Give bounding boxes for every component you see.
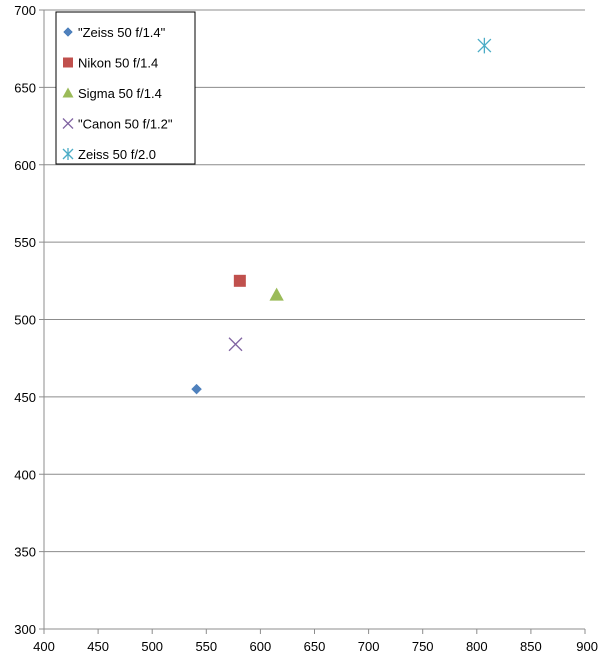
y-tick-label: 300	[14, 622, 36, 637]
legend-marker-diamond	[63, 27, 73, 37]
x-tick-label: 850	[520, 639, 542, 654]
y-tick-label: 550	[14, 235, 36, 250]
x-tick-label: 900	[576, 639, 598, 654]
legend-label: Zeiss 50 f/2.0	[78, 147, 156, 162]
y-tick-label: 400	[14, 467, 36, 482]
data-points	[191, 37, 492, 395]
x-tick-label: 800	[466, 639, 488, 654]
legend-marker-asterisk	[62, 148, 74, 160]
legend-label: "Canon 50 f/1.2"	[78, 117, 173, 132]
legend-label: Sigma 50 f/1.4	[78, 86, 162, 101]
data-point-asterisk	[477, 37, 492, 54]
x-tick-label: 700	[358, 639, 380, 654]
x-tick-label: 400	[33, 639, 55, 654]
legend: "Zeiss 50 f/1.4" Nikon 50 f/1.4 Sigma 50 f…	[55, 11, 196, 165]
data-point-square	[233, 274, 246, 287]
y-tick-label: 350	[14, 545, 36, 560]
x-tick-label: 650	[304, 639, 326, 654]
data-point-x	[228, 337, 243, 352]
x-tick-label: 500	[141, 639, 163, 654]
x-tick-label: 550	[195, 639, 217, 654]
axes	[39, 9, 586, 634]
y-tick-label: 450	[14, 390, 36, 405]
tick-labels: 300 350 400 450 500 550 600 650 700 400 450 500 550 6…	[14, 3, 598, 654]
x-tick-label: 750	[412, 639, 434, 654]
data-point-diamond	[191, 383, 202, 395]
x-tick-label: 450	[87, 639, 109, 654]
legend-label: Nikon 50 f/1.4	[78, 56, 158, 71]
legend-label: "Zeiss 50 f/1.4"	[78, 25, 166, 40]
y-tick-label: 700	[14, 3, 36, 18]
legend-marker-triangle	[62, 87, 74, 98]
y-tick-label: 500	[14, 313, 36, 328]
y-tick-label: 650	[14, 80, 36, 95]
data-point-triangle	[269, 287, 284, 301]
legend-marker-square	[63, 57, 73, 68]
legend-box	[55, 11, 196, 165]
legend-marker-x	[62, 118, 74, 129]
y-tick-label: 600	[14, 158, 36, 173]
x-tick-label: 600	[250, 639, 272, 654]
